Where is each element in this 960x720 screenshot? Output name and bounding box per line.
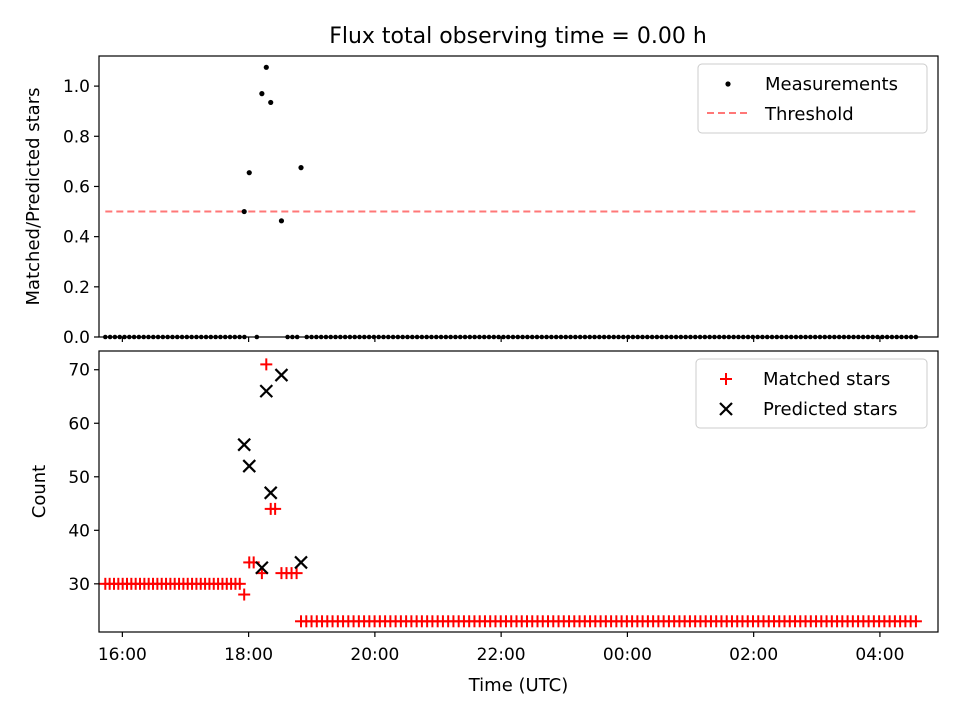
top-y-tick-label: 0.8: [63, 127, 90, 147]
legend-predicted-marker: [719, 402, 733, 416]
legend-measurement-marker: [725, 81, 731, 87]
legend-matched-marker: [720, 373, 732, 385]
bottom-plot: 30 40 50 60 70 16:00 18:00 20:00 22:00 00:00 02:0…: [29, 350, 939, 696]
bottom-marks: [99, 358, 922, 628]
measurement-point: [246, 170, 252, 176]
top-y-ticks: 0.0 0.2 0.4 0.6 0.8 1.0: [63, 77, 99, 348]
matched-star-point: [238, 588, 251, 601]
top-y-tick-label: 0.2: [63, 278, 90, 298]
bottom-y-axis-label: Count: [29, 465, 50, 518]
x-tick-label: 18:00: [224, 645, 273, 665]
x-tick-label: 00:00: [603, 645, 652, 665]
x-tick-label: 22:00: [477, 645, 526, 665]
matched-star-point: [290, 567, 303, 580]
bottom-x-ticks: 16:00 18:00 20:00 22:00 00:00 02:00 04:00: [98, 632, 904, 665]
top-axes-frame: [98, 55, 939, 338]
measurement-point: [298, 165, 304, 171]
top-legend: Measurements Threshold: [697, 63, 928, 134]
bottom-legend-box: [695, 358, 928, 429]
legend-predicted-label: Predicted stars: [763, 399, 897, 420]
x-tick-label: 04:00: [855, 645, 904, 665]
bottom-y-tick-label: 50: [68, 468, 90, 488]
chart-title: Flux total observing time = 0.00 h: [329, 24, 707, 49]
measurement-point: [259, 91, 265, 97]
bottom-y-ticks: 30 40 50 60 70: [68, 361, 99, 595]
legend-measurements-label: Measurements: [765, 74, 898, 95]
top-legend-box: [697, 63, 928, 134]
x-axis-label: Time (UTC): [468, 675, 569, 696]
matched-star-point: [269, 502, 282, 515]
x-tick-label: 16:00: [98, 645, 147, 665]
predicted-star-point: [242, 459, 257, 473]
top-y-tick-label: 0.4: [63, 228, 90, 248]
top-x-ticks: [121, 337, 881, 342]
bottom-y-tick-label: 30: [68, 575, 90, 595]
measurement-point: [241, 208, 247, 215]
measurement-point: [278, 218, 285, 224]
x-tick-label: 02:00: [729, 645, 778, 665]
legend-threshold-label: Threshold: [764, 104, 854, 125]
measurement-point: [263, 64, 269, 70]
predicted-star-point: [237, 437, 251, 452]
predicted-star-point: [274, 368, 289, 382]
matched-star-point: [260, 358, 273, 371]
matched-star-point: [909, 615, 922, 628]
top-plot: 0.0 0.2 0.4 0.6 0.8 1.0 Matched/Predicted sta…: [23, 55, 939, 348]
measurement-point: [268, 99, 274, 106]
bottom-y-tick-label: 70: [68, 361, 90, 381]
predicted-star-point: [255, 560, 269, 575]
bottom-legend: Matched stars Predicted stars: [695, 358, 928, 429]
predicted-star-point: [259, 384, 274, 398]
bottom-y-tick-label: 60: [68, 414, 90, 434]
bottom-axes-frame: [98, 350, 939, 633]
x-tick-label: 20:00: [350, 645, 399, 665]
top-y-tick-label: 0.6: [63, 177, 90, 197]
predicted-star-point: [294, 555, 308, 570]
predicted-star-point: [263, 486, 278, 500]
bottom-y-tick-label: 40: [68, 521, 90, 541]
legend-matched-label: Matched stars: [763, 369, 890, 390]
top-y-tick-label: 0.0: [63, 328, 90, 348]
top-y-axis-label: Matched/Predicted stars: [23, 88, 44, 306]
top-y-tick-label: 1.0: [63, 77, 90, 97]
matched-star-point: [233, 577, 246, 590]
